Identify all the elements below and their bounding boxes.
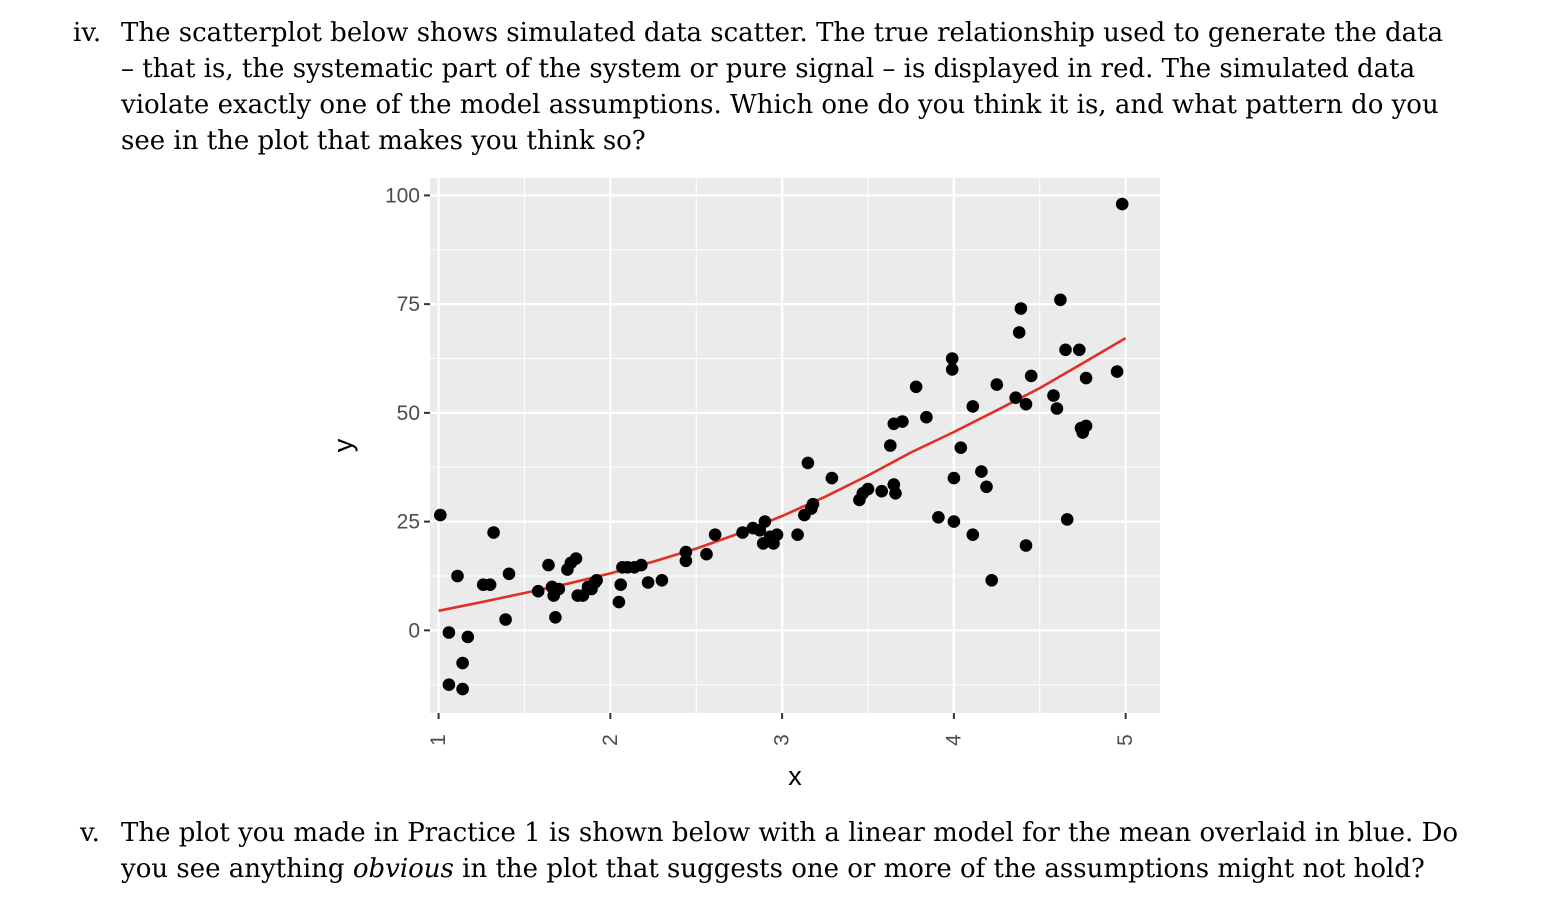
question-v: v. The plot you made in Practice 1 is sh… [80, 815, 1460, 887]
data-point [985, 574, 998, 587]
data-point [975, 465, 988, 478]
data-point [434, 508, 447, 522]
emphasized-word: obvious [352, 854, 454, 884]
data-point [791, 528, 804, 541]
data-point [945, 352, 959, 365]
data-point [1024, 369, 1038, 383]
data-point [679, 554, 693, 568]
y-tick-label: 25 [397, 511, 420, 534]
data-point [966, 400, 980, 413]
data-point [531, 584, 545, 598]
data-point [1050, 402, 1064, 415]
data-point [932, 511, 945, 524]
data-point [1060, 513, 1074, 526]
data-point [909, 380, 923, 394]
data-point [1059, 343, 1072, 357]
data-point [758, 515, 772, 528]
data-point [920, 410, 933, 424]
data-point [947, 471, 961, 485]
question-line: The plot you made in Practice 1 is shown… [121, 818, 1459, 848]
data-point [825, 471, 839, 485]
data-point [456, 656, 469, 670]
data-point [736, 526, 749, 539]
data-point [549, 611, 562, 624]
data-point [1012, 326, 1026, 339]
data-point [456, 682, 469, 696]
data-point [700, 547, 713, 561]
data-point [806, 497, 820, 511]
data-point [966, 528, 980, 541]
data-point [896, 415, 909, 428]
data-point [708, 528, 722, 541]
data-point [1019, 397, 1033, 411]
data-point [1073, 343, 1086, 357]
data-point [502, 567, 516, 581]
data-point [451, 569, 464, 583]
data-point [801, 456, 815, 470]
data-point [990, 378, 1004, 391]
data-point [1079, 419, 1093, 433]
question-text: The scatterplot below shows simulated da… [121, 15, 1453, 159]
x-tick-label: 5 [1114, 734, 1137, 746]
data-point [889, 487, 902, 500]
question-line: violate exactly one of the model assumpt… [121, 90, 1439, 120]
data-point [861, 482, 875, 496]
data-point [945, 363, 959, 376]
question-number: v. [80, 818, 100, 848]
y-tick-label: 100 [385, 184, 420, 207]
data-point [1054, 293, 1067, 307]
x-tick-label: 2 [599, 734, 622, 746]
data-point [1115, 197, 1129, 211]
data-point [1009, 391, 1022, 405]
plot-panel [430, 178, 1160, 713]
data-point [442, 626, 456, 639]
data-point [483, 578, 497, 591]
data-point [875, 484, 888, 498]
x-tick-label: 1 [427, 734, 450, 746]
data-point [635, 558, 648, 572]
data-point [499, 613, 512, 626]
data-point [461, 630, 475, 644]
y-tick-label: 0 [408, 619, 420, 642]
question-line: The scatterplot below shows simulated da… [121, 18, 1444, 48]
data-point [884, 439, 897, 452]
y-tick-label: 50 [397, 402, 420, 425]
question-text-segment: you see anything [121, 854, 353, 884]
y-tick-label: 75 [397, 293, 420, 316]
data-point [552, 582, 566, 596]
question-number: iv. [73, 18, 102, 48]
data-point [442, 678, 456, 691]
question-line: – that is, the systematic part of the sy… [121, 54, 1416, 84]
y-axis-title: y [328, 438, 358, 452]
data-point [612, 595, 626, 609]
data-point [569, 552, 583, 565]
data-point [641, 576, 655, 589]
question-line: you see anything obvious in the plot tha… [121, 851, 1460, 887]
x-tick-label: 3 [771, 734, 794, 746]
data-point [1019, 539, 1033, 552]
data-point [1079, 371, 1093, 385]
data-point [980, 480, 993, 494]
data-point [655, 574, 669, 587]
data-point [590, 574, 603, 587]
data-point [954, 441, 968, 455]
data-point [1047, 389, 1060, 402]
x-axis-title: x [788, 761, 802, 791]
question-line: see in the plot that makes you think so? [121, 126, 646, 156]
data-point [614, 578, 627, 591]
question-text: The plot you made in Practice 1 is shown… [121, 815, 1460, 887]
question-text-segment: in the plot that suggests one or more of… [453, 854, 1425, 884]
data-point [947, 515, 961, 528]
data-point [542, 558, 555, 572]
question-iv: iv. The scatterplot below shows simulate… [73, 15, 1453, 159]
x-tick-label: 4 [942, 734, 965, 746]
data-point [679, 545, 693, 559]
data-point [1110, 365, 1124, 378]
data-point [487, 526, 500, 539]
data-point [770, 528, 784, 541]
data-point [1014, 302, 1028, 315]
